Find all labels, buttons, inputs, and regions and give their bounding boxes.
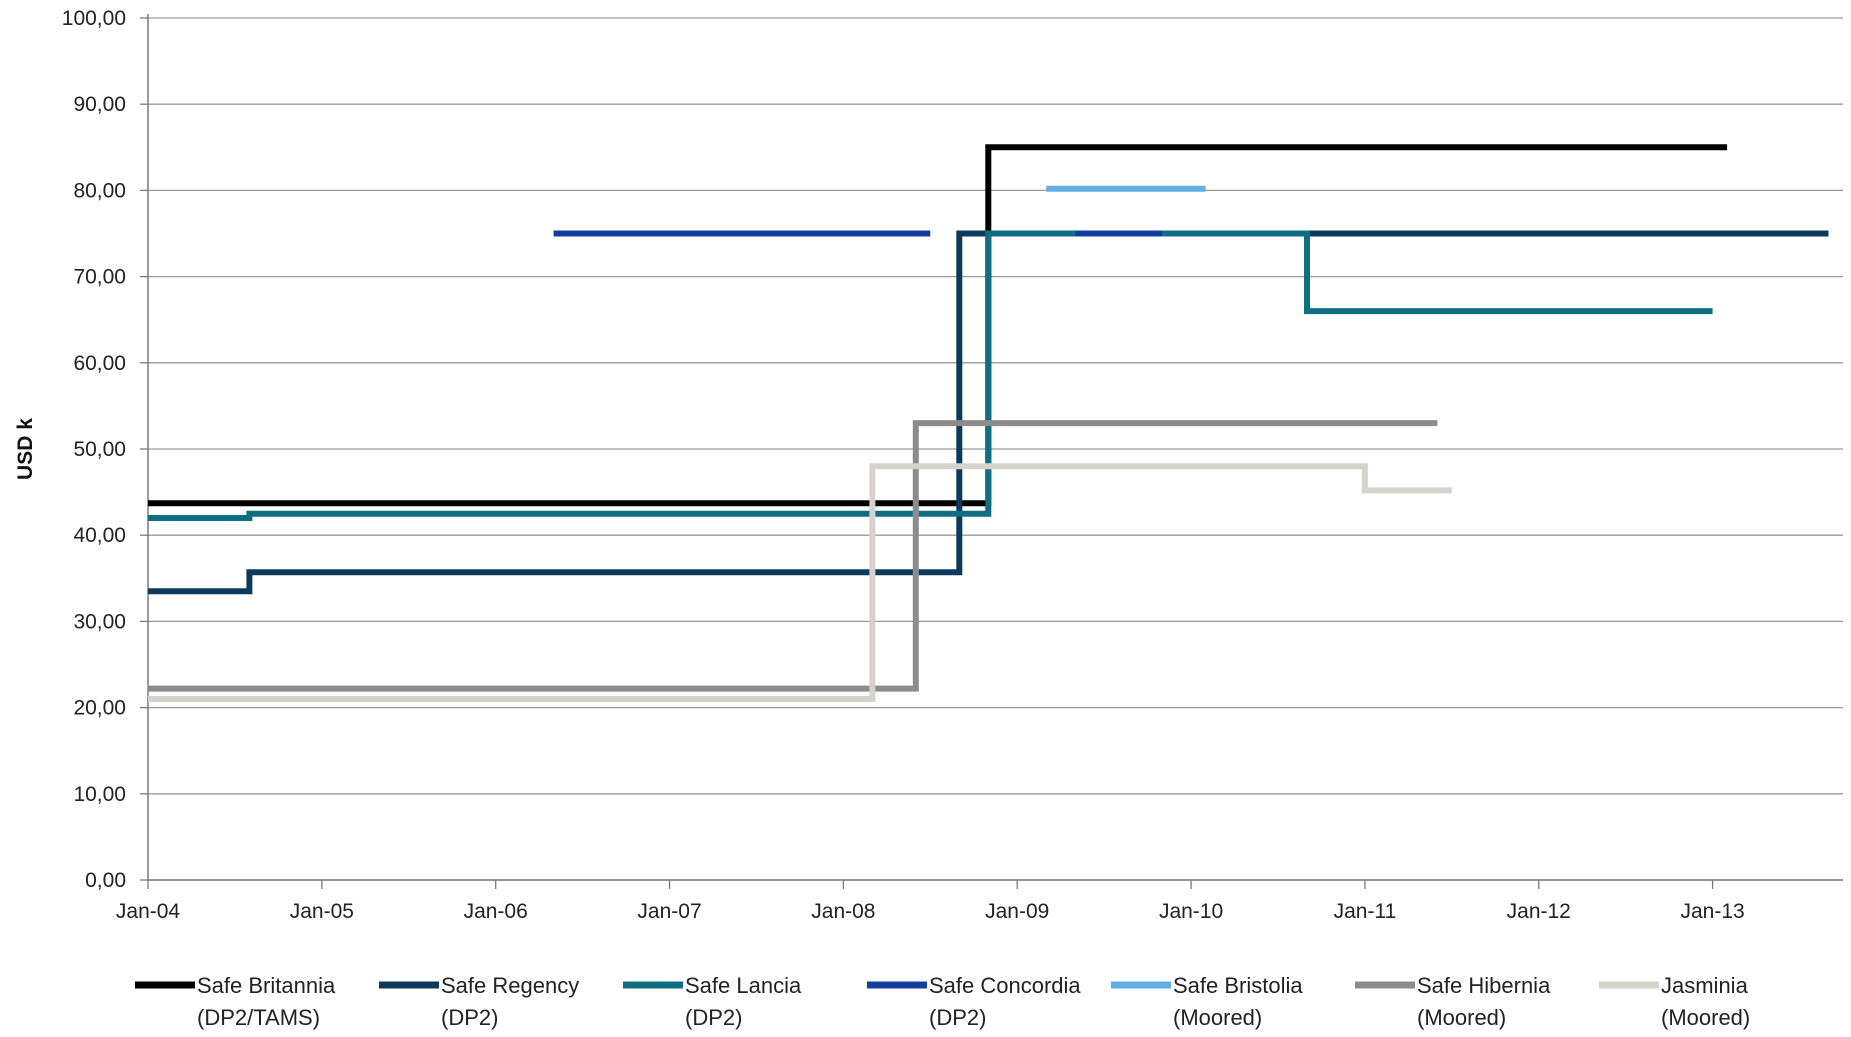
y-tick-label: 90,00	[73, 93, 126, 116]
series-line-safe-hibernia	[148, 420, 1438, 692]
x-tick-label: Jan-09	[985, 900, 1049, 923]
y-tick-label: 10,00	[73, 783, 126, 806]
series-line-safe-lancia	[148, 230, 1713, 521]
legend-label-safe-regency: Safe Regency	[441, 973, 579, 998]
legend-label-safe-hibernia: (Moored)	[1417, 1005, 1506, 1030]
y-tick-label: 50,00	[73, 438, 126, 461]
legend-label-safe-lancia: (DP2)	[685, 1005, 742, 1030]
x-tick-label: Jan-12	[1507, 900, 1571, 923]
x-tick-label: Jan-13	[1681, 900, 1745, 923]
y-tick-label: 40,00	[73, 524, 126, 547]
y-tick-label: 100,00	[62, 7, 126, 30]
x-tick-label: Jan-07	[637, 900, 701, 923]
x-tick-label: Jan-08	[811, 900, 875, 923]
legend-label-safe-concordia: Safe Concordia	[929, 973, 1081, 998]
y-tick-label: 20,00	[73, 697, 126, 720]
legend-label-safe-bristolia: Safe Bristolia	[1173, 973, 1303, 998]
y-tick-label: 0,00	[85, 869, 126, 892]
legend-label-jasminia: Jasminia	[1661, 973, 1749, 998]
legend-label-safe-bristolia: (Moored)	[1173, 1005, 1262, 1030]
x-tick-label: Jan-10	[1159, 900, 1223, 923]
y-tick-label: 60,00	[73, 352, 126, 375]
y-axis-title: USD k	[14, 418, 37, 480]
legend-label-jasminia: (Moored)	[1661, 1005, 1750, 1030]
series-line-jasminia	[148, 463, 1452, 702]
x-tick-label: Jan-06	[464, 900, 528, 923]
x-tick-label: Jan-05	[290, 900, 354, 923]
legend-label-safe-hibernia: Safe Hibernia	[1417, 973, 1551, 998]
legend-label-safe-lancia: Safe Lancia	[685, 973, 802, 998]
series-line-safe-britannia	[148, 144, 1728, 507]
y-tick-label: 80,00	[73, 179, 126, 202]
legend-label-safe-britannia: (DP2/TAMS)	[197, 1005, 320, 1030]
y-tick-label: 30,00	[73, 610, 126, 633]
x-tick-label: Jan-11	[1334, 900, 1397, 923]
legend-label-safe-concordia: (DP2)	[929, 1005, 986, 1030]
x-tick-label: Jan-04	[116, 900, 181, 923]
legend-label-safe-britannia: Safe Britannia	[197, 973, 336, 998]
y-tick-label: 70,00	[73, 266, 126, 289]
legend-label-safe-regency: (DP2)	[441, 1005, 498, 1030]
